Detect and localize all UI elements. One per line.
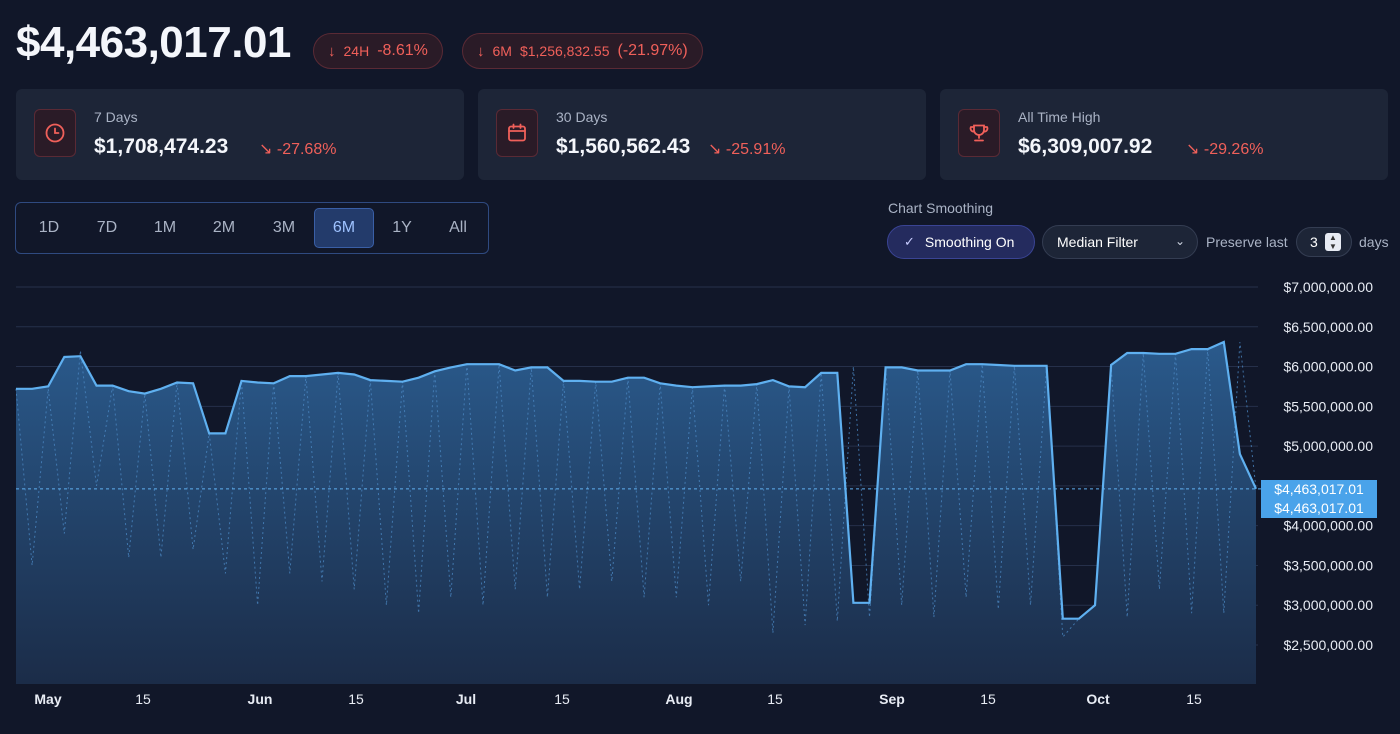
chart-area (16, 342, 1256, 684)
portfolio-chart[interactable]: $7,000,000.00 $6,500,000.00 $6,000,000.00 $… (0, 270, 1400, 734)
x-tick-label: 15 (554, 691, 570, 707)
y-tick-label: $5,500,000.00 (1283, 398, 1373, 414)
card-title: All Time High (1018, 109, 1101, 125)
x-tick-label: Aug (665, 691, 692, 707)
portfolio-balance: $4,463,017.01 (16, 18, 291, 67)
calendar-icon (496, 109, 538, 157)
range-button-3m[interactable]: 3M (272, 219, 296, 236)
pill-label: 6M (492, 43, 512, 59)
current-value-tag-smoothed: $4,463,017.01 (1261, 498, 1377, 518)
range-button-7d[interactable]: 7D (96, 219, 118, 236)
days-label: days (1359, 234, 1389, 250)
x-tick-label: 15 (980, 691, 996, 707)
y-tick-label: $4,000,000.00 (1283, 518, 1373, 534)
x-tick-label: Jun (248, 691, 273, 707)
stat-card-all-time-high: All Time High $6,309,007.92 ↘ -29.26% (940, 89, 1388, 180)
arrow-down-icon: ↓ (477, 42, 485, 60)
card-value: $6,309,007.92 (1018, 135, 1153, 158)
check-icon: ✓ (904, 234, 915, 249)
clock-icon (34, 109, 76, 157)
preserve-days-value: 3 (1310, 234, 1318, 250)
x-tick-label: 15 (348, 691, 364, 707)
card-change: ↘ -27.68% (259, 141, 337, 158)
y-tick-label: $7,000,000.00 (1283, 279, 1373, 295)
arrow-down-icon: ↓ (328, 42, 336, 60)
filter-select[interactable]: Median Filter ⌄ (1042, 225, 1198, 259)
trend-down-icon: ↘ (1186, 141, 1200, 158)
x-tick-label: 15 (767, 691, 783, 707)
stepper-icon[interactable]: ▲ ▼ (1325, 233, 1341, 251)
card-change: ↘ -25.91% (708, 141, 786, 158)
trend-down-icon: ↘ (708, 141, 722, 158)
range-button-1y[interactable]: 1Y (392, 219, 412, 236)
time-range-selector: 1D 7D 1M 2M 3M 6M 1Y All (15, 202, 489, 254)
x-tick-label: 15 (135, 691, 151, 707)
trophy-icon (958, 109, 1000, 157)
range-button-1d[interactable]: 1D (38, 219, 60, 236)
change-pill-24h[interactable]: ↓ 24H -8.61% (313, 33, 443, 69)
range-button-6m[interactable]: 6M (314, 208, 374, 248)
x-tick-label: 15 (1186, 691, 1202, 707)
trend-down-icon: ↘ (259, 141, 273, 158)
change-pill-6m[interactable]: ↓ 6M $1,256,832.55 (-21.97%) (462, 33, 703, 69)
chart-smoothing-title: Chart Smoothing (888, 200, 994, 216)
stat-card-7-days: 7 Days $1,708,474.23 ↘ -27.68% (16, 89, 464, 180)
y-tick-label: $6,000,000.00 (1283, 359, 1373, 375)
pill-label: 24H (343, 43, 370, 59)
range-button-2m[interactable]: 2M (212, 219, 236, 236)
card-title: 30 Days (556, 109, 608, 125)
pill-change: -8.61% (377, 42, 428, 59)
smoothed-series-line (16, 340, 1257, 620)
current-value-tag: $4,463,017.01 (1261, 479, 1377, 499)
preserve-days-input[interactable]: 3 ▲ ▼ (1296, 227, 1352, 257)
card-value: $1,708,474.23 (94, 135, 229, 158)
card-value: $1,560,562.43 (556, 135, 691, 158)
filter-select-value: Median Filter (1057, 234, 1138, 250)
x-tick-label: Jul (456, 691, 476, 707)
y-tick-label: $5,000,000.00 (1283, 438, 1373, 454)
y-tick-label: $6,500,000.00 (1283, 319, 1373, 335)
chevron-down-icon: ⌄ (1174, 234, 1185, 248)
range-button-all[interactable]: All (449, 219, 467, 236)
y-tick-label: $3,500,000.00 (1283, 557, 1373, 573)
x-tick-label: Sep (879, 691, 905, 707)
y-tick-label: $3,000,000.00 (1283, 597, 1373, 613)
range-button-1m[interactable]: 1M (153, 219, 177, 236)
card-change: ↘ -29.26% (1186, 141, 1264, 158)
smoothing-toggle-button[interactable]: ✓ Smoothing On (887, 225, 1035, 259)
stat-card-30-days: 30 Days $1,560,562.43 ↘ -25.91% (478, 89, 926, 180)
x-tick-label: Oct (1086, 691, 1110, 707)
raw-series-line (15, 341, 1257, 639)
card-title: 7 Days (94, 109, 138, 125)
pill-amount: $1,256,832.55 (519, 43, 610, 59)
pill-change: (-21.97%) (617, 42, 688, 59)
preserve-last-label: Preserve last (1206, 234, 1288, 250)
y-tick-label: $2,500,000.00 (1283, 637, 1373, 653)
x-tick-label: May (34, 691, 61, 707)
smoothing-toggle-label: Smoothing On (924, 234, 1015, 250)
